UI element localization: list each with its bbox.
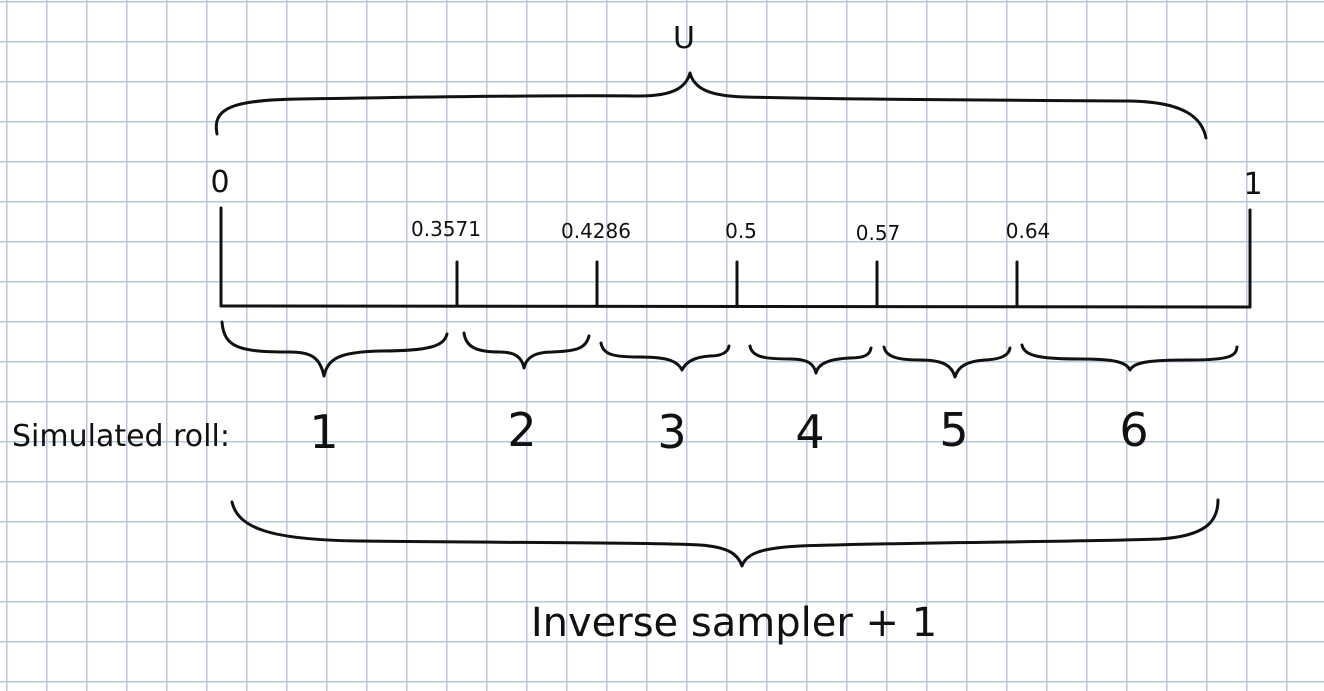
roll-value-4: 4 xyxy=(795,405,824,459)
tick-label-5: 0.64 xyxy=(1006,219,1051,243)
roll-value-1: 1 xyxy=(309,405,338,459)
roll-value-3: 3 xyxy=(657,405,686,459)
variable-label-u: U xyxy=(673,21,695,56)
roll-value-5: 5 xyxy=(939,403,968,457)
segment-brace-6 xyxy=(1020,343,1239,372)
axis-start-label: 0 xyxy=(210,165,229,200)
segment-brace-4 xyxy=(748,344,873,375)
segment-brace-1 xyxy=(220,320,449,378)
axis-end-label: 1 xyxy=(1243,167,1262,202)
top-brace xyxy=(214,71,1208,140)
caption-inverse-sampler: Inverse sampler + 1 xyxy=(531,600,937,646)
segment-brace-2 xyxy=(462,331,591,370)
simulated-roll-label: Simulated roll: xyxy=(12,419,230,454)
segment-brace-3 xyxy=(599,341,731,372)
segment-brace-5 xyxy=(882,345,1012,379)
roll-value-2: 2 xyxy=(507,403,536,457)
bottom-brace xyxy=(230,498,1220,568)
tick-label-4: 0.57 xyxy=(856,221,901,245)
tick-label-3: 0.5 xyxy=(725,219,757,243)
tick-label-2: 0.4286 xyxy=(561,219,631,243)
axis-line xyxy=(219,304,1252,309)
roll-value-6: 6 xyxy=(1119,403,1148,457)
tick-label-1: 0.3571 xyxy=(411,217,481,241)
